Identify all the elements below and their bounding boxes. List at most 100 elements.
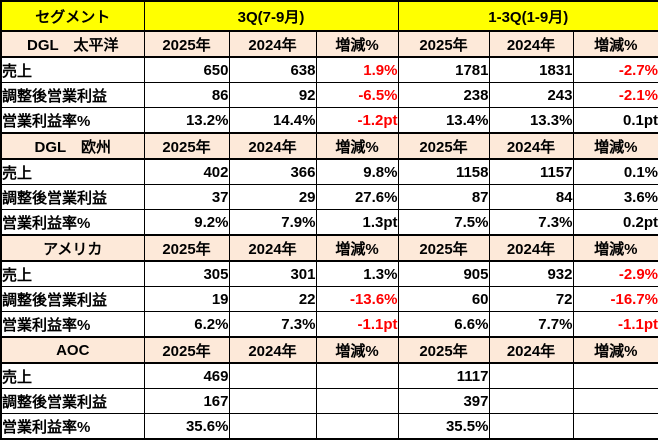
segment-name: アメリカ — [0, 234, 145, 262]
change-column-header: 増減% — [572, 336, 658, 364]
value-cell — [488, 413, 574, 440]
value-cell: 397 — [397, 388, 490, 414]
group-header-3q: 3Q(7-9月) — [143, 0, 399, 32]
value-cell: 7.3% — [488, 209, 574, 236]
value-cell: 402 — [143, 158, 230, 185]
value-cell: 7.3% — [228, 311, 317, 338]
data-row: 営業利益率% 9.2% 7.9% 1.3pt 7.5% 7.3% 0.2pt — [0, 209, 658, 236]
value-cell: 7.7% — [488, 311, 574, 338]
value-cell: 37 — [143, 184, 230, 210]
value-cell: -2.7% — [572, 56, 658, 83]
value-cell: -6.5% — [315, 82, 399, 108]
value-cell: 72 — [488, 286, 574, 312]
row-label: 営業利益率% — [0, 209, 145, 236]
value-cell: 9.8% — [315, 158, 399, 185]
value-cell — [228, 388, 317, 414]
change-column-header: 増減% — [315, 234, 399, 262]
value-cell: 1.3% — [315, 260, 399, 287]
row-label: 調整後営業利益 — [0, 388, 145, 414]
year-column-header: 2024年 — [488, 30, 574, 58]
value-cell — [572, 413, 658, 440]
segment-header-row: DGL 太平洋 2025年 2024年 増減% 2025年 2024年 増減% — [0, 30, 658, 58]
row-label: 調整後営業利益 — [0, 184, 145, 210]
value-cell: 3.6% — [572, 184, 658, 210]
data-row: 調整後営業利益 37 29 27.6% 87 84 3.6% — [0, 184, 658, 210]
year-column-header: 2025年 — [397, 234, 490, 262]
value-cell: 9.2% — [143, 209, 230, 236]
row-label: 売上 — [0, 56, 145, 83]
value-cell: 7.5% — [397, 209, 490, 236]
value-cell: 243 — [488, 82, 574, 108]
segment-column-header: セグメント — [0, 0, 145, 32]
year-column-header: 2024年 — [488, 336, 574, 364]
value-cell — [572, 388, 658, 414]
row-label: 売上 — [0, 158, 145, 185]
year-column-header: 2025年 — [143, 336, 230, 364]
value-cell: 92 — [228, 82, 317, 108]
value-cell — [488, 362, 574, 389]
change-column-header: 増減% — [315, 132, 399, 160]
value-cell: -13.6% — [315, 286, 399, 312]
value-cell: 1117 — [397, 362, 490, 389]
value-cell: 13.4% — [397, 107, 490, 134]
value-cell: 35.6% — [143, 413, 230, 440]
value-cell: 366 — [228, 158, 317, 185]
value-cell: 650 — [143, 56, 230, 83]
change-column-header: 増減% — [572, 234, 658, 262]
change-column-header: 増減% — [572, 30, 658, 58]
value-cell: -1.2pt — [315, 107, 399, 134]
value-cell: 0.2pt — [572, 209, 658, 236]
value-cell: 19 — [143, 286, 230, 312]
segment-name: DGL 欧州 — [0, 132, 145, 160]
data-row: 営業利益率% 35.6% 35.5% — [0, 413, 658, 440]
data-row: 調整後営業利益 19 22 -13.6% 60 72 -16.7% — [0, 286, 658, 312]
value-cell: 35.5% — [397, 413, 490, 440]
value-cell: 1781 — [397, 56, 490, 83]
value-cell: 905 — [397, 260, 490, 287]
value-cell — [228, 413, 317, 440]
data-row: 売上 650 638 1.9% 1781 1831 -2.7% — [0, 56, 658, 83]
year-column-header: 2024年 — [228, 132, 317, 160]
value-cell: 932 — [488, 260, 574, 287]
value-cell: 1157 — [488, 158, 574, 185]
value-cell: 87 — [397, 184, 490, 210]
change-column-header: 増減% — [315, 30, 399, 58]
segment-header-row: AOC 2025年 2024年 増減% 2025年 2024年 増減% — [0, 336, 658, 364]
segment-name: AOC — [0, 336, 145, 364]
year-column-header: 2025年 — [397, 30, 490, 58]
value-cell: 22 — [228, 286, 317, 312]
year-column-header: 2025年 — [397, 132, 490, 160]
value-cell: -1.1pt — [572, 311, 658, 338]
data-row: 売上 305 301 1.3% 905 932 -2.9% — [0, 260, 658, 287]
value-cell: 0.1% — [572, 158, 658, 185]
year-column-header: 2024年 — [228, 30, 317, 58]
segment-header-row: DGL 欧州 2025年 2024年 増減% 2025年 2024年 増減% — [0, 132, 658, 160]
data-row: 営業利益率% 13.2% 14.4% -1.2pt 13.4% 13.3% 0.… — [0, 107, 658, 134]
value-cell: 13.3% — [488, 107, 574, 134]
data-row: 調整後営業利益 86 92 -6.5% 238 243 -2.1% — [0, 82, 658, 108]
value-cell: 6.2% — [143, 311, 230, 338]
value-cell: 1831 — [488, 56, 574, 83]
value-cell: 1.9% — [315, 56, 399, 83]
value-cell: -2.9% — [572, 260, 658, 287]
data-row: 調整後営業利益 167 397 — [0, 388, 658, 414]
value-cell: 60 — [397, 286, 490, 312]
year-column-header: 2025年 — [143, 30, 230, 58]
row-label: 売上 — [0, 260, 145, 287]
value-cell — [315, 362, 399, 389]
value-cell — [228, 362, 317, 389]
row-label: 営業利益率% — [0, 413, 145, 440]
value-cell: 27.6% — [315, 184, 399, 210]
row-label: 営業利益率% — [0, 311, 145, 338]
data-row: 売上 469 1117 — [0, 362, 658, 389]
year-column-header: 2025年 — [143, 234, 230, 262]
value-cell: 1.3pt — [315, 209, 399, 236]
row-label: 売上 — [0, 362, 145, 389]
year-column-header: 2025年 — [143, 132, 230, 160]
segment-header-row: アメリカ 2025年 2024年 増減% 2025年 2024年 増減% — [0, 234, 658, 262]
value-cell: 238 — [397, 82, 490, 108]
row-label: 調整後営業利益 — [0, 286, 145, 312]
value-cell: 86 — [143, 82, 230, 108]
value-cell: 469 — [143, 362, 230, 389]
